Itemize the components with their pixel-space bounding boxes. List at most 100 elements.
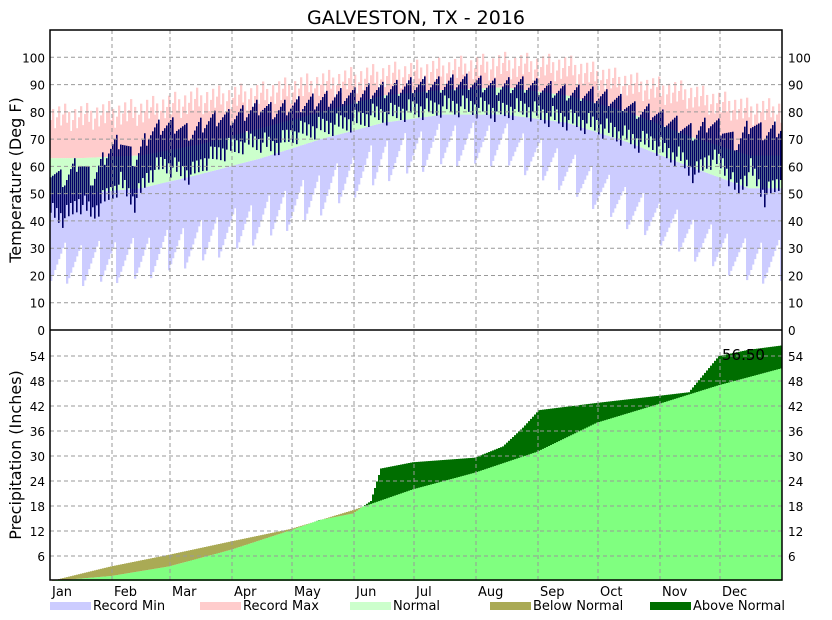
actual-temp-bar	[380, 84, 382, 110]
actual-temp-bar	[606, 89, 608, 119]
precip-above-normal-bar	[376, 481, 379, 502]
record-max-bar	[612, 78, 615, 109]
actual-temp-bar	[168, 122, 170, 164]
precip-normal-bar	[268, 537, 271, 581]
legend-label: Record Max	[243, 599, 319, 614]
record-min-bar	[146, 186, 149, 244]
precip-above-normal-bar	[752, 349, 755, 377]
actual-temp-bar	[682, 129, 684, 153]
record-min-bar	[200, 174, 203, 221]
precip-normal-bar	[322, 519, 325, 581]
precip-below-normal-bar	[150, 558, 153, 570]
precip-normal-bar	[312, 522, 315, 581]
actual-temp-bar	[430, 87, 432, 101]
record-max-bar	[60, 125, 63, 159]
record-max-bar	[288, 84, 291, 121]
precip-above-normal-bar	[556, 407, 559, 443]
record-min-bar	[608, 136, 611, 175]
precip-normal-bar	[384, 499, 387, 581]
record-min-bar	[600, 133, 603, 192]
record-max-bar	[662, 85, 665, 127]
actual-temp-bar	[358, 100, 360, 112]
record-min-bar	[672, 160, 675, 219]
precip-normal-bar	[760, 373, 763, 581]
actual-temp-bar	[444, 86, 446, 96]
record-min-bar	[506, 114, 509, 124]
record-min-bar	[108, 191, 111, 260]
actual-temp-bar	[464, 76, 466, 110]
record-min-bar	[378, 123, 381, 166]
precip-normal-bar	[226, 550, 229, 581]
precip-below-normal-bar	[86, 572, 89, 578]
record-max-bar	[94, 118, 97, 158]
actual-temp-bar	[366, 86, 368, 115]
precip-normal-bar	[286, 531, 289, 581]
actual-temp-bar	[276, 113, 278, 144]
record-max-bar	[134, 106, 137, 156]
precip-above-normal-bar	[592, 403, 595, 425]
record-min-bar	[664, 156, 667, 237]
normal-bar	[408, 93, 411, 120]
record-min-bar	[522, 116, 525, 134]
actual-temp-bar	[772, 125, 774, 181]
precip-below-normal-bar	[68, 576, 71, 580]
record-min-bar	[274, 153, 277, 223]
record-min-bar	[80, 193, 83, 246]
precip-above-normal-bar	[552, 408, 555, 445]
precip-normal-bar	[714, 386, 717, 581]
record-min-bar	[220, 168, 223, 252]
precip-normal-bar	[334, 517, 337, 581]
precip-below-normal-bar	[296, 527, 299, 529]
record-min-bar	[124, 189, 127, 261]
actual-temp-bar	[106, 158, 108, 189]
precip-normal-bar	[646, 407, 649, 581]
precip-above-normal-bar	[464, 458, 467, 476]
precip-normal-bar	[504, 462, 507, 581]
precip-below-normal-bar	[232, 540, 235, 550]
precip-below-normal-bar	[282, 530, 285, 533]
record-max-bar	[104, 123, 107, 158]
actual-temp-bar	[114, 139, 116, 186]
record-max-bar	[476, 57, 479, 89]
precip-normal-bar	[238, 547, 241, 581]
precip-normal-bar	[216, 553, 219, 581]
record-min-bar	[52, 193, 55, 276]
precip-below-normal-bar	[176, 553, 179, 565]
precip-y-tick-right: 6	[788, 550, 796, 564]
precip-normal-bar	[684, 395, 687, 581]
record-min-bar	[452, 114, 455, 131]
actual-temp-bar	[496, 95, 498, 112]
record-min-bar	[272, 154, 275, 230]
actual-temp-bar	[406, 83, 408, 111]
actual-temp-bar	[588, 91, 590, 114]
precip-normal-bar	[754, 375, 757, 581]
record-max-bar	[394, 61, 397, 95]
record-min-bar	[498, 114, 501, 145]
actual-temp-bar	[724, 133, 726, 176]
temp-y-tick-right: 20	[788, 269, 803, 283]
actual-temp-bar	[754, 125, 756, 169]
actual-temp-bar	[746, 120, 748, 187]
record-min-bar	[196, 175, 199, 233]
precip-normal-bar	[740, 379, 743, 581]
record-max-bar	[724, 91, 727, 148]
normal-bar	[534, 91, 537, 119]
precip-normal-bar	[476, 471, 479, 581]
normal-bar	[290, 120, 293, 149]
normal-bar	[434, 90, 437, 116]
record-max-bar	[386, 76, 389, 96]
record-min-bar	[100, 191, 103, 282]
normal-bar	[90, 157, 93, 193]
record-min-bar	[660, 155, 663, 246]
precip-below-normal-bar	[218, 543, 221, 553]
precip-above-normal-bar	[586, 404, 589, 428]
record-min-bar	[636, 145, 639, 207]
precip-normal-bar	[570, 435, 573, 581]
record-max-bar	[596, 70, 599, 104]
record-min-bar	[614, 138, 617, 209]
actual-temp-bar	[350, 92, 352, 133]
precip-normal-bar	[572, 434, 575, 581]
record-min-bar	[166, 182, 169, 230]
month-tick-label: Aug	[478, 585, 503, 600]
precip-below-normal-bar	[122, 564, 125, 575]
